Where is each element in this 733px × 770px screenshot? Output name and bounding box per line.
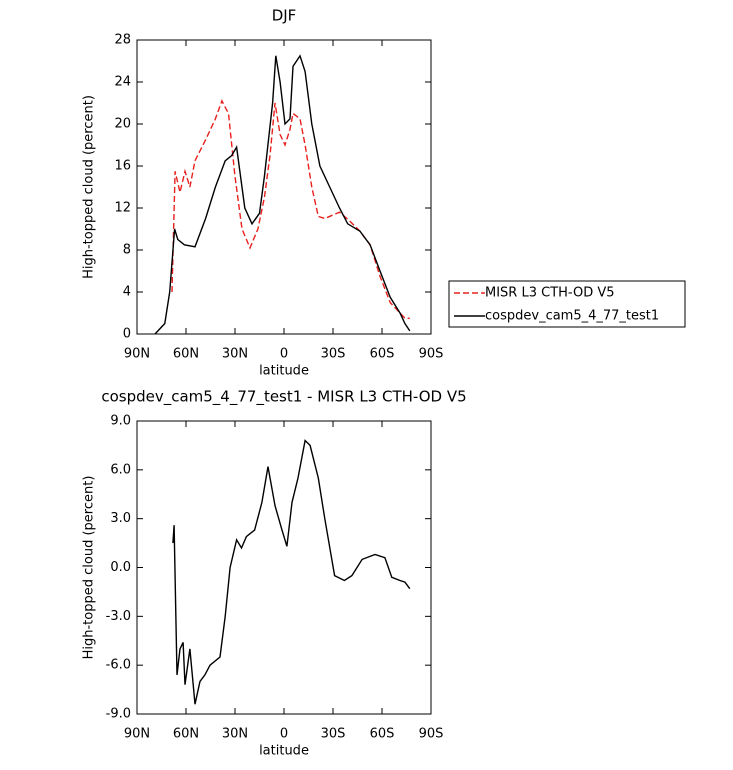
x-tick-label: 90S [419, 347, 444, 362]
y-tick-label: -9.0 [106, 707, 131, 722]
y-tick-label: 20 [114, 117, 131, 132]
x-tick-label: 90N [124, 347, 150, 362]
plot-frame [136, 420, 432, 715]
y-tick-label: 4 [123, 285, 131, 300]
data-line [154, 54, 411, 335]
y-axis-label: High-topped cloud (percent) [82, 95, 97, 279]
x-tick-label: 90N [124, 727, 150, 742]
x-tick-label: 0 [280, 347, 288, 362]
y-tick-label: -3.0 [106, 609, 131, 624]
x-tick-label: 0 [280, 727, 288, 742]
y-tick-label: 3.0 [110, 511, 131, 526]
y-tick-label: 24 [114, 75, 131, 90]
legend-box [448, 280, 686, 328]
x-tick-label: 30N [222, 347, 248, 362]
x-tick-label: 30S [321, 347, 346, 362]
x-axis-label: latitude [259, 744, 309, 759]
y-tick-label: 9.0 [110, 414, 131, 429]
y-tick-label: -6.0 [106, 658, 131, 673]
x-tick-label: 90S [419, 727, 444, 742]
y-tick-label: 0.0 [110, 560, 131, 575]
y-tick-label: 0 [123, 327, 131, 342]
y-axis-label: High-topped cloud (percent) [82, 476, 97, 660]
chart-title: cospdev_cam5_4_77_test1 - MISR L3 CTH-OD… [101, 388, 466, 407]
legend-label: cospdev_cam5_4_77_test1 [485, 309, 659, 324]
y-tick-label: 16 [114, 159, 131, 174]
x-tick-label: 60S [370, 727, 395, 742]
x-tick-label: 60N [173, 347, 199, 362]
y-tick-label: 28 [114, 33, 131, 48]
x-axis-label: latitude [259, 364, 309, 379]
y-tick-label: 8 [123, 243, 131, 258]
y-tick-label: 12 [114, 201, 131, 216]
x-tick-label: 60S [370, 347, 395, 362]
y-tick-label: 6.0 [110, 462, 131, 477]
x-tick-label: 30S [321, 727, 346, 742]
chart-title: DJF [272, 7, 297, 25]
data-line [172, 439, 411, 705]
x-tick-label: 60N [173, 727, 199, 742]
x-tick-label: 30N [222, 727, 248, 742]
legend-label: MISR L3 CTH-OD V5 [485, 286, 615, 301]
